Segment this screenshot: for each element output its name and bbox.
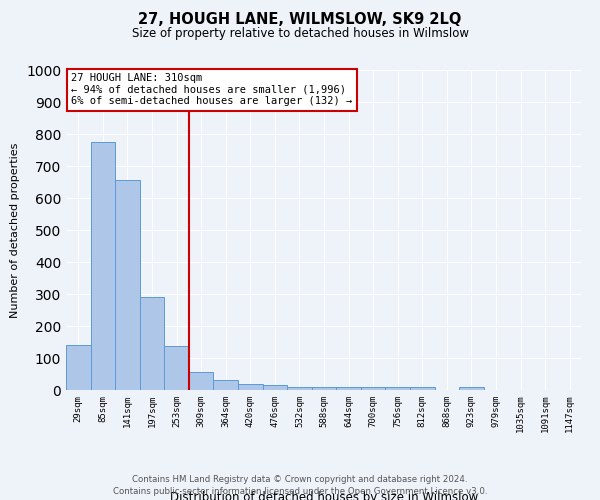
Bar (164, 346, 189, 390)
Bar (91, 142, 115, 390)
Bar (66, 345, 91, 390)
Bar (312, 388, 336, 390)
Bar (287, 387, 312, 390)
Text: 27 HOUGH LANE: 310sqm
← 94% of detached houses are smaller (1,996)
6% of semi-de: 27 HOUGH LANE: 310sqm ← 94% of detached … (71, 73, 352, 106)
Bar (189, 372, 214, 390)
Bar (238, 384, 263, 390)
Bar (459, 388, 484, 390)
Bar (263, 385, 287, 390)
Bar (214, 380, 238, 390)
Bar (140, 297, 164, 390)
Bar (336, 387, 361, 390)
Bar (115, 180, 140, 390)
Bar (385, 388, 410, 390)
Text: Contains HM Land Registry data © Crown copyright and database right 2024.
Contai: Contains HM Land Registry data © Crown c… (113, 474, 487, 496)
Y-axis label: Number of detached properties: Number of detached properties (10, 142, 20, 318)
Text: Size of property relative to detached houses in Wilmslow: Size of property relative to detached ho… (131, 28, 469, 40)
X-axis label: Distribution of detached houses by size in Wilmslow: Distribution of detached houses by size … (170, 491, 478, 500)
Bar (410, 388, 434, 390)
Bar (361, 387, 385, 390)
Text: 27, HOUGH LANE, WILMSLOW, SK9 2LQ: 27, HOUGH LANE, WILMSLOW, SK9 2LQ (139, 12, 461, 28)
